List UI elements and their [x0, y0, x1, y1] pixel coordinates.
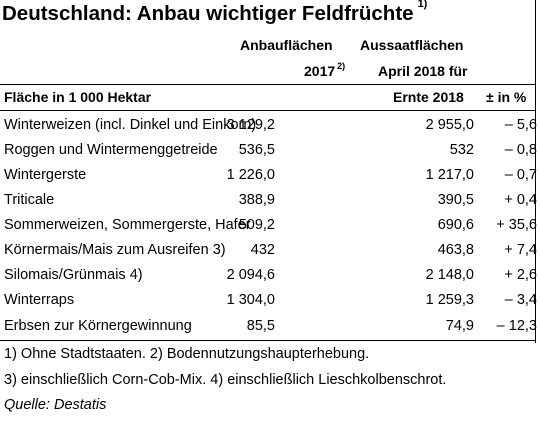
table-title: Deutschland: Anbau wichtiger Feldfrüchte… — [2, 0, 428, 26]
row-change: + 7,4 — [504, 242, 537, 258]
title-footnote-marker: 1) — [417, 0, 428, 10]
row-label: Sommerweizen, Sommergerste, Hafer — [4, 217, 251, 233]
row-area-2018: 532 — [449, 142, 474, 158]
row-area-2018: 463,8 — [437, 242, 474, 258]
row-label: Roggen und Wintermenggetreide — [4, 142, 218, 158]
header-2017: 2017 2) — [304, 61, 346, 79]
row-label: Silomais/Grünmais 4) — [4, 267, 143, 283]
row-area-2017: 1 226,0 — [226, 167, 275, 183]
row-area-2017: 85,5 — [246, 318, 275, 334]
header-2017-footnote: 2) — [337, 61, 346, 71]
header-ernte-2018: Ernte 2018 — [393, 89, 464, 105]
row-change: – 0,8 — [504, 142, 537, 158]
row-area-2017: 509,2 — [238, 217, 275, 233]
table-right-edge — [535, 0, 536, 343]
header-2017-text: 2017 — [304, 63, 336, 79]
table-row: Erbsen zur Körnergewinnung 85,5 74,9 – 1… — [0, 314, 540, 338]
table-row: Roggen und Wintermenggetreide 536,5 532 … — [0, 138, 540, 162]
row-area-2018: 1 217,0 — [425, 167, 474, 183]
table-row: Silomais/Grünmais 4) 2 094,6 2 148,0 + 2… — [0, 263, 540, 287]
row-change: + 35,6 — [496, 217, 537, 233]
row-area-2018: 2 955,0 — [425, 117, 474, 133]
table-row: Triticale 388,9 390,5 + 0,4 — [0, 188, 540, 212]
table-row: Körnermais/Mais zum Ausreifen 3) 432 463… — [0, 238, 540, 262]
row-area-2018: 74,9 — [445, 318, 474, 334]
table-bottom-rule — [0, 340, 535, 341]
row-change: + 0,4 — [504, 192, 537, 208]
row-area-2018: 390,5 — [437, 192, 474, 208]
row-change: + 2,6 — [504, 267, 537, 283]
table-row: Winterraps 1 304,0 1 259,3 – 3,4 — [0, 288, 540, 312]
footnote-3-4: 3) einschließlich Corn-Cob-Mix. 4) einsc… — [4, 372, 447, 388]
row-change: – 0,7 — [504, 167, 537, 183]
row-label: Körnermais/Mais zum Ausreifen 3) — [4, 242, 226, 258]
table-title-text: Deutschland: Anbau wichtiger Feldfrüchte — [2, 2, 414, 25]
row-label: Winterraps — [4, 292, 75, 308]
row-change: – 5,6 — [504, 117, 537, 133]
header-anbauflaechen: Anbauflächen — [240, 37, 333, 53]
header-unit: Fläche in 1 000 Hektar — [4, 89, 152, 105]
row-area-2017: 1 304,0 — [226, 292, 275, 308]
row-area-2017: 388,9 — [238, 192, 275, 208]
table-row: Winterweizen (incl. Dinkel und Einkorn) … — [0, 113, 540, 137]
row-area-2017: 536,5 — [238, 142, 275, 158]
row-area-2018: 690,6 — [437, 217, 474, 233]
header-rule-top — [0, 84, 535, 85]
row-label: Winterweizen (incl. Dinkel und Einkorn) — [4, 117, 257, 133]
row-area-2018: 2 148,0 — [425, 267, 474, 283]
row-change: – 12,3 — [496, 318, 537, 334]
row-label: Triticale — [4, 192, 55, 208]
footnote-1-2: 1) Ohne Stadtstaaten. 2) Bodennutzungsha… — [4, 346, 370, 362]
header-rule-bottom — [0, 110, 535, 111]
row-area-2017: 2 094,6 — [226, 267, 275, 283]
row-area-2018: 1 259,3 — [425, 292, 474, 308]
header-aussaatflaechen: Aussaatflächen — [360, 37, 464, 53]
row-label: Wintergerste — [4, 167, 87, 183]
table-row: Sommerweizen, Sommergerste, Hafer 509,2 … — [0, 213, 540, 237]
header-change: ± in % — [486, 89, 527, 105]
row-label: Erbsen zur Körnergewinnung — [4, 318, 192, 334]
source-note: Quelle: Destatis — [4, 397, 107, 413]
row-area-2017: 432 — [250, 242, 275, 258]
table-row: Wintergerste 1 226,0 1 217,0 – 0,7 — [0, 163, 540, 187]
row-change: – 3,4 — [504, 292, 537, 308]
row-area-2017: 3 129,2 — [226, 117, 275, 133]
header-april-2018: April 2018 für — [378, 63, 468, 79]
